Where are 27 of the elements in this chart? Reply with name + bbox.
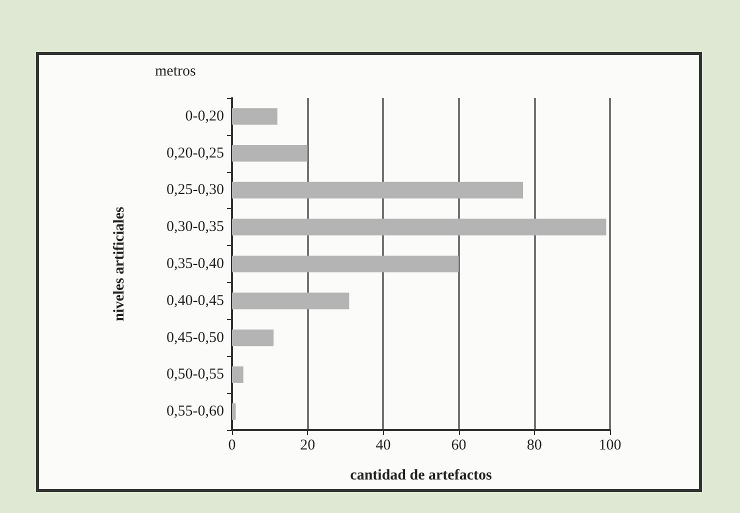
y-tick-label: 0,55-0,60 bbox=[166, 404, 224, 420]
x-tick-label: 80 bbox=[526, 438, 542, 454]
bar bbox=[232, 292, 350, 310]
bar bbox=[232, 108, 278, 125]
x-tick-label: 40 bbox=[376, 438, 391, 454]
x-tick-label: 100 bbox=[598, 438, 622, 454]
bar bbox=[232, 182, 524, 199]
bar bbox=[232, 403, 236, 420]
y-tick-label: 0-0,20 bbox=[185, 108, 224, 124]
bar bbox=[232, 218, 606, 236]
bar bbox=[232, 145, 308, 162]
y-tick-label: 0,25-0,30 bbox=[166, 182, 224, 198]
y-axis-title: niveles artificiales bbox=[112, 206, 128, 322]
bar bbox=[232, 329, 274, 346]
x-tick-label: 0 bbox=[228, 438, 236, 454]
y-tick-label: 0,30-0,35 bbox=[166, 219, 224, 236]
y-tick-label: 0,40-0,45 bbox=[166, 292, 224, 309]
y-tick-label: 0,20-0,25 bbox=[166, 145, 224, 162]
bar bbox=[232, 366, 244, 383]
x-tick-label: 60 bbox=[451, 438, 466, 454]
y-tick-label: 0,50-0,55 bbox=[166, 366, 224, 383]
x-tick-label: 20 bbox=[300, 438, 316, 454]
x-axis-title: cantidad de artefactos bbox=[350, 468, 492, 484]
y-tick-label: 0,35-0,40 bbox=[166, 256, 224, 272]
y-tick-label: 0,45-0,50 bbox=[166, 330, 224, 346]
text: metros bbox=[155, 64, 196, 80]
bar bbox=[232, 256, 459, 272]
